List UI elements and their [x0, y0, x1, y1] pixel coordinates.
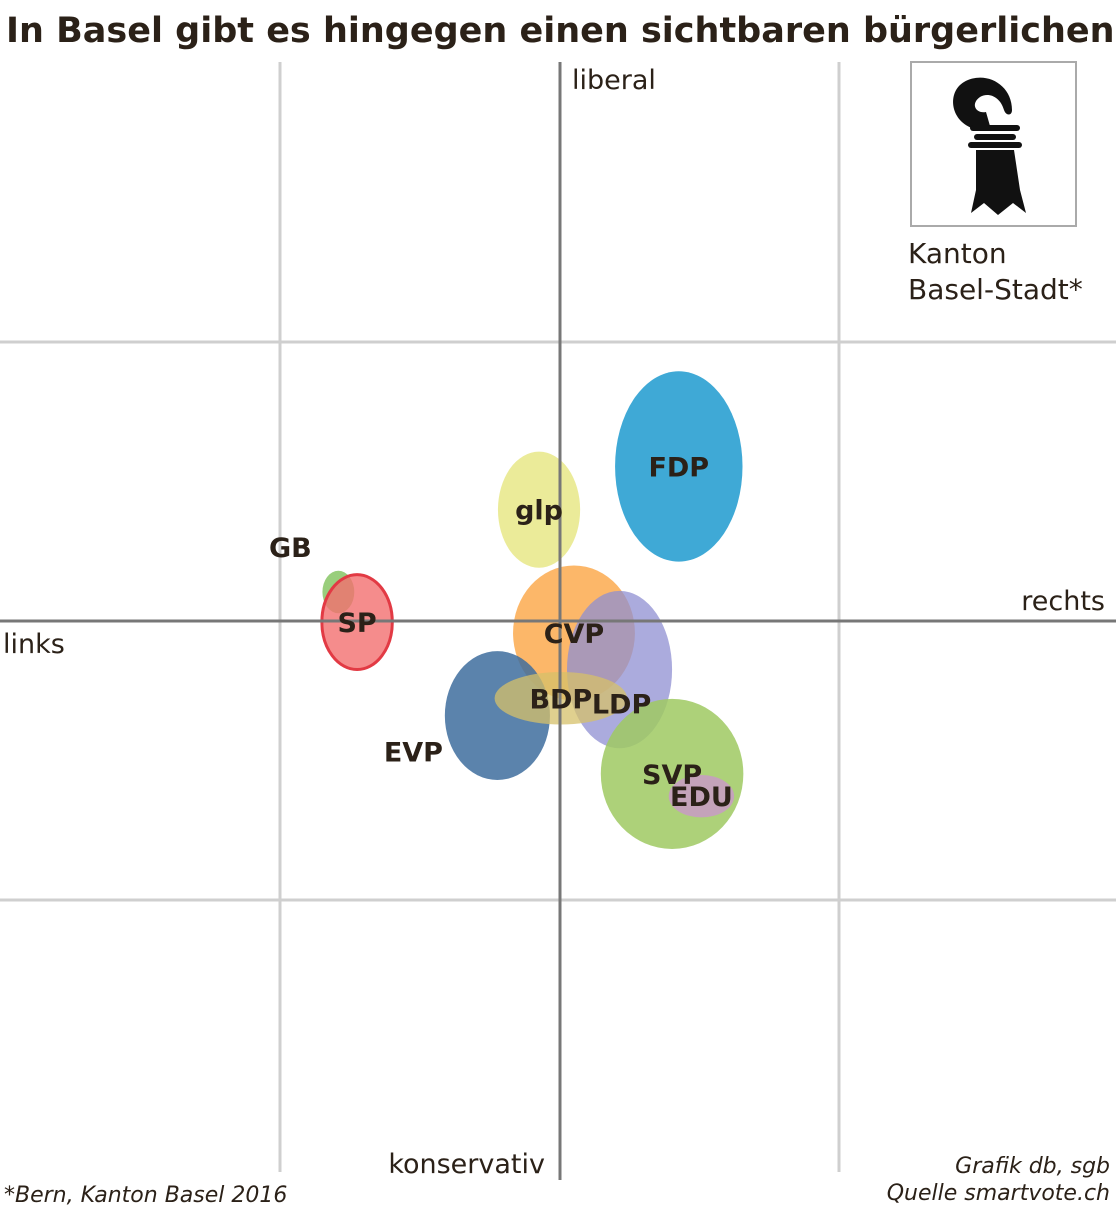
- label-glp: glp: [515, 496, 563, 527]
- grid-lines: [0, 62, 1116, 1172]
- label-evp: EVP: [384, 738, 443, 769]
- canton-name-line2: Basel-Stadt*: [908, 273, 1083, 306]
- axis-label-right: rechts: [1021, 586, 1105, 617]
- canton-emblem: Kanton Basel-Stadt*: [908, 61, 1083, 306]
- label-fdp: FDP: [648, 452, 709, 483]
- axis-label-bottom: konservativ: [388, 1149, 545, 1180]
- label-svp: SVP: [642, 760, 702, 791]
- bubble-edu: [668, 775, 735, 818]
- party-bubbles: [320, 371, 744, 849]
- axis-label-top: liberal: [572, 65, 656, 96]
- label-bdp: BDP: [529, 684, 592, 715]
- label-edu: EDU: [670, 782, 733, 813]
- canton-name-line1: Kanton: [908, 237, 1007, 270]
- basel-crozier-icon: [953, 77, 1026, 215]
- footnote: *Bern, Kanton Basel 2016: [4, 1183, 287, 1208]
- label-sp: SP: [337, 608, 376, 639]
- label-gb: GB: [269, 533, 312, 564]
- bubble-fdp: [615, 371, 743, 562]
- label-cvp: CVP: [544, 619, 605, 650]
- label-ldp: LDP: [592, 690, 651, 721]
- chart-title: In Basel gibt es hingegen einen sichtbar…: [6, 11, 1116, 51]
- source-text: Quelle smartvote.ch: [887, 1181, 1110, 1206]
- credit-text: Grafik db, sgb: [955, 1154, 1110, 1179]
- main-axes: [0, 62, 1116, 1180]
- axis-label-left: links: [3, 629, 65, 660]
